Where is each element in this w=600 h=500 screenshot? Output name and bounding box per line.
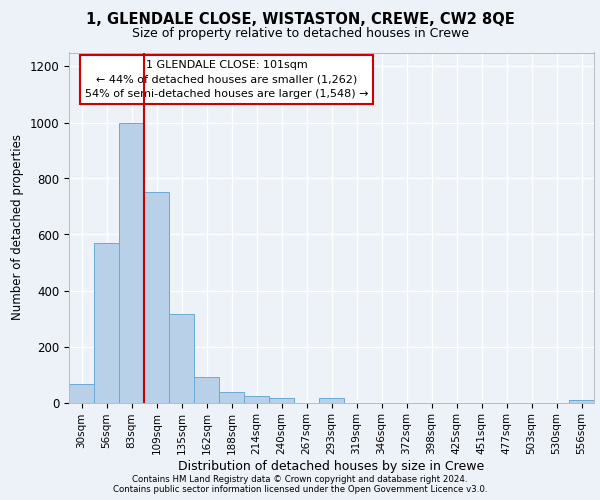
Bar <box>244 396 269 402</box>
Bar <box>269 398 294 402</box>
Bar <box>144 192 169 402</box>
Bar <box>194 378 219 402</box>
Text: Contains HM Land Registry data © Crown copyright and database right 2024.: Contains HM Land Registry data © Crown c… <box>132 475 468 484</box>
X-axis label: Distribution of detached houses by size in Crewe: Distribution of detached houses by size … <box>178 460 485 473</box>
Y-axis label: Number of detached properties: Number of detached properties <box>11 134 24 320</box>
Text: 1 GLENDALE CLOSE: 101sqm
← 44% of detached houses are smaller (1,262)
54% of sem: 1 GLENDALE CLOSE: 101sqm ← 44% of detach… <box>85 60 368 99</box>
Bar <box>569 400 594 402</box>
Text: Contains public sector information licensed under the Open Government Licence v3: Contains public sector information licen… <box>113 485 487 494</box>
Bar <box>319 398 344 402</box>
Text: 1, GLENDALE CLOSE, WISTASTON, CREWE, CW2 8QE: 1, GLENDALE CLOSE, WISTASTON, CREWE, CW2… <box>86 12 514 28</box>
Bar <box>69 384 94 402</box>
Bar <box>169 314 194 402</box>
Text: Size of property relative to detached houses in Crewe: Size of property relative to detached ho… <box>131 28 469 40</box>
Bar <box>94 243 119 402</box>
Bar <box>119 122 144 402</box>
Bar <box>219 392 244 402</box>
